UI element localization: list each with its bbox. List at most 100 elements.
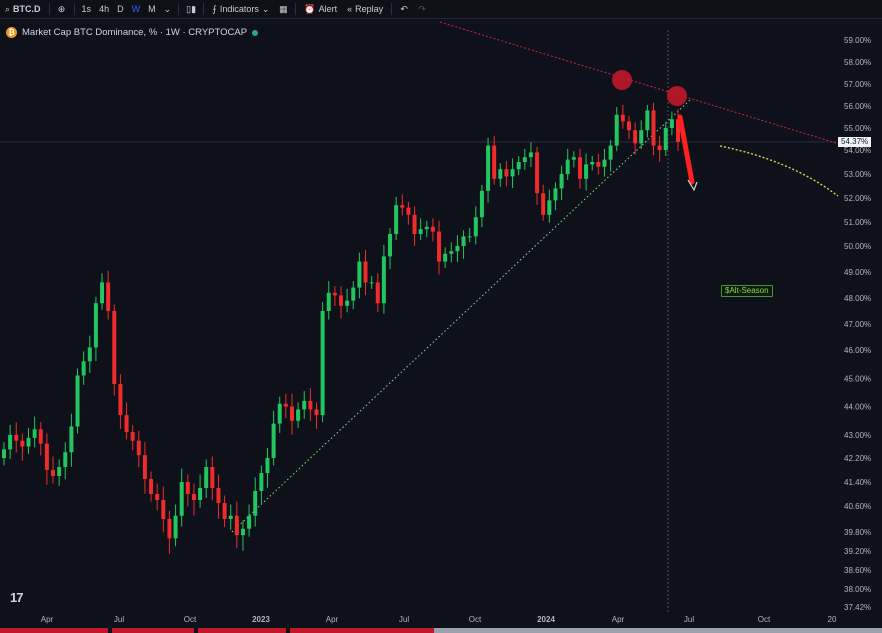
strip-gap	[194, 628, 198, 633]
candle-body	[565, 159, 570, 174]
candle-body	[100, 282, 105, 304]
candle-body	[277, 403, 282, 424]
grid-icon: ▦	[279, 3, 288, 14]
candle-body	[645, 110, 650, 131]
indicators-label: Indicators	[219, 4, 259, 14]
x-tick-label: Apr	[41, 615, 54, 624]
compare-button[interactable]: ⊕	[53, 0, 71, 18]
interval-m[interactable]: M	[148, 4, 156, 14]
candle-body	[443, 253, 448, 262]
candle-body	[596, 162, 601, 167]
candle-body	[149, 479, 154, 494]
replay-button[interactable]: « Replay	[342, 0, 388, 18]
candle-body	[455, 246, 460, 252]
candle-body	[51, 470, 56, 476]
strip-segment	[434, 628, 882, 633]
candle-body	[492, 145, 497, 179]
indicators-button[interactable]: ⨍ Indicators ⌄	[207, 0, 274, 18]
last-price-badge: 54.37%	[838, 136, 872, 147]
candle-body	[234, 515, 239, 536]
alert-button[interactable]: ⏰ Alert	[299, 0, 342, 18]
x-tick-label: Jul	[114, 615, 124, 624]
tradingview-logo[interactable]: 17	[10, 590, 24, 605]
candle-body	[191, 494, 196, 500]
candle-body	[375, 282, 380, 304]
y-tick-label: 44.00%	[844, 403, 871, 412]
candle-body	[155, 494, 160, 500]
candle-body	[541, 193, 546, 215]
indicators-icon: ⨍	[212, 3, 217, 14]
chevron-down-icon: ⌄	[261, 3, 270, 14]
price-chart[interactable]: 59.00% 58.00% 57.00% 56.00% 55.00% 54.00% 53.0…	[0, 20, 882, 633]
redo-button[interactable]: ↷	[413, 0, 431, 18]
symbol-search[interactable]: ⌕ BTC.D	[0, 0, 46, 18]
candle-body	[142, 455, 147, 479]
candle-body	[112, 311, 117, 384]
y-tick-label: 39.20%	[844, 547, 871, 556]
layouts-button[interactable]: ▦	[274, 0, 292, 18]
candle-body	[20, 440, 25, 447]
candle-body	[522, 157, 527, 162]
candle-body	[486, 145, 491, 191]
y-tick-label: 45.00%	[844, 374, 871, 383]
candle-body	[167, 519, 172, 539]
candle-body	[14, 434, 19, 441]
candle-body	[467, 236, 472, 238]
y-tick-label: 37.42%	[844, 603, 871, 612]
candle-body	[620, 114, 625, 122]
replay-label: Replay	[355, 4, 384, 14]
candle-body	[185, 482, 190, 494]
candle-body	[289, 406, 294, 421]
candle-body	[345, 300, 350, 306]
interval-w[interactable]: W	[131, 4, 141, 14]
x-tick-label: Oct	[758, 615, 771, 624]
y-tick-label: 50.00%	[844, 242, 871, 251]
alt-season-label[interactable]: $Alt-Season	[721, 285, 773, 298]
x-tick-label: Oct	[469, 615, 482, 624]
candle-body	[173, 515, 178, 539]
candle-body	[32, 429, 37, 438]
y-tick-label: 42.20%	[844, 454, 871, 463]
interval-d[interactable]: D	[117, 4, 124, 14]
candle-body	[57, 467, 62, 476]
chevron-down-icon[interactable]: ⌄	[163, 3, 172, 14]
divider	[295, 3, 297, 15]
candle-body	[240, 528, 245, 536]
candle-body	[639, 130, 644, 144]
candle-body	[247, 515, 252, 529]
x-tick-label: Jul	[399, 615, 409, 624]
candle-body	[314, 409, 319, 416]
candle-body	[271, 423, 276, 458]
peak-marker	[667, 86, 687, 106]
y-tick-label: 53.00%	[844, 170, 871, 179]
candle-body	[418, 229, 423, 234]
interval-4h[interactable]: 4h	[99, 4, 110, 14]
undo-button[interactable]: ↶	[395, 0, 413, 18]
candle-body	[461, 236, 466, 246]
candle-body	[381, 256, 386, 304]
candle-body	[63, 452, 68, 467]
y-tick-label: 55.00%	[844, 124, 871, 133]
candle-body	[510, 169, 515, 177]
candle-body	[44, 443, 49, 470]
candle-body	[75, 375, 80, 427]
candle-body	[320, 311, 325, 416]
candle-body	[559, 174, 564, 189]
y-tick-label: 54.00%	[844, 146, 871, 155]
candle-body	[608, 145, 613, 160]
candle-body	[106, 282, 111, 311]
divider	[178, 3, 180, 15]
candle-body	[504, 169, 509, 177]
candle-body	[437, 231, 442, 262]
candle-body	[2, 449, 6, 458]
interval-1s[interactable]: 1s	[81, 4, 92, 14]
candle-body	[651, 110, 656, 146]
candle-body	[222, 503, 227, 519]
candle-body	[498, 169, 503, 179]
chart-legend[interactable]: ₿ Market Cap BTC Dominance, % · 1W · CRY…	[6, 27, 259, 38]
chart-type-button[interactable]: ▯▮	[182, 0, 200, 18]
candle-body	[216, 488, 221, 503]
candle-body	[228, 515, 233, 519]
y-tick-label: 38.00%	[844, 585, 871, 594]
strip-segment	[198, 628, 286, 633]
